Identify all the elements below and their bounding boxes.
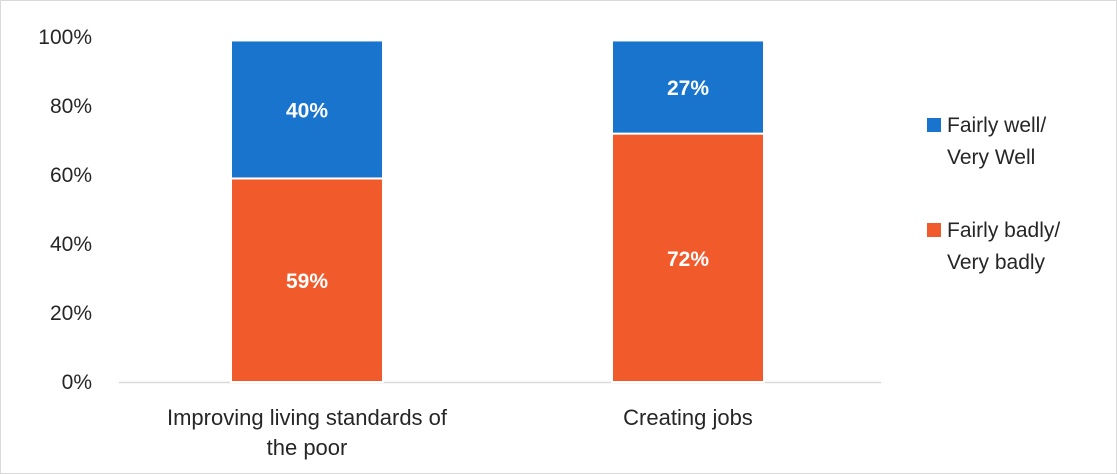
- legend-label: Fairly badly/: [947, 219, 1060, 242]
- data-label: 27%: [667, 77, 709, 100]
- y-tick-label: 80%: [50, 95, 92, 118]
- y-tick-label: 100%: [38, 26, 92, 49]
- data-label: 72%: [667, 248, 709, 271]
- x-category-label: the poor: [267, 435, 348, 460]
- legend-label: Very Well: [947, 146, 1035, 169]
- x-category-label: Creating jobs: [623, 405, 753, 430]
- y-tick-label: 20%: [50, 302, 92, 325]
- bar-segment: [230, 177, 384, 383]
- y-tick-label: 60%: [50, 164, 92, 187]
- legend-swatch: [927, 118, 941, 132]
- data-label: 59%: [286, 270, 328, 293]
- y-tick-label: 40%: [50, 233, 92, 256]
- y-tick-label: 0%: [62, 371, 92, 394]
- bar-segment: [611, 39, 765, 135]
- data-label: 40%: [286, 99, 328, 122]
- legend-label: Fairly well/: [947, 114, 1046, 137]
- legend-swatch: [927, 223, 941, 237]
- x-category-label: Improving living standards of: [167, 405, 448, 430]
- legend-label: Very badly: [947, 251, 1046, 274]
- bar-segment: [230, 39, 384, 180]
